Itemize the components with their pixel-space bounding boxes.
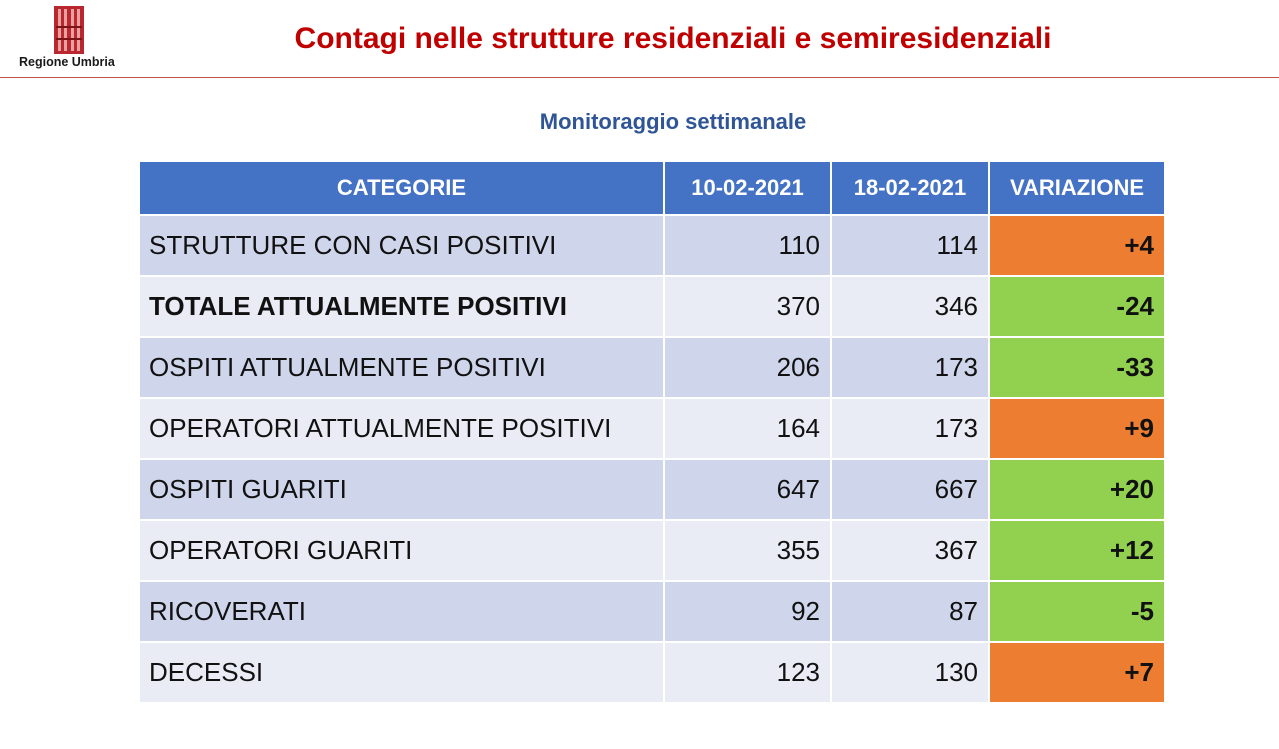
category-cell: DECESSI bbox=[138, 641, 665, 704]
regione-umbria-logo: Regione Umbria bbox=[14, 4, 130, 74]
value-date-2-cell: 173 bbox=[830, 336, 990, 399]
value-date-2-cell: 87 bbox=[830, 580, 990, 643]
table-row: OSPITI ATTUALMENTE POSITIVI 206 173 -33 bbox=[138, 336, 1166, 399]
value-date-1-cell: 123 bbox=[663, 641, 832, 704]
category-cell: OPERATORI GUARITI bbox=[138, 519, 665, 582]
variation-cell: +7 bbox=[988, 641, 1166, 704]
value-date-2-cell: 667 bbox=[830, 458, 990, 521]
variation-cell: +12 bbox=[988, 519, 1166, 582]
variation-cell: -33 bbox=[988, 336, 1166, 399]
value-date-2-cell: 130 bbox=[830, 641, 990, 704]
monitoring-table: CATEGORIE 10-02-2021 18-02-2021 VARIAZIO… bbox=[138, 160, 1166, 704]
category-cell: STRUTTURE CON CASI POSITIVI bbox=[138, 214, 665, 277]
table-row: OPERATORI GUARITI 355 367 +12 bbox=[138, 519, 1166, 582]
logo-text: Regione Umbria bbox=[19, 55, 115, 69]
value-date-1-cell: 164 bbox=[663, 397, 832, 460]
value-date-2-cell: 367 bbox=[830, 519, 990, 582]
value-date-1-cell: 206 bbox=[663, 336, 832, 399]
table-row: OPERATORI ATTUALMENTE POSITIVI 164 173 +9 bbox=[138, 397, 1166, 460]
value-date-1-cell: 647 bbox=[663, 458, 832, 521]
header-date-2: 18-02-2021 bbox=[830, 160, 990, 216]
header-divider bbox=[0, 77, 1279, 78]
category-cell: OSPITI GUARITI bbox=[138, 458, 665, 521]
header-date-1: 10-02-2021 bbox=[663, 160, 832, 216]
table-row: RICOVERATI 92 87 -5 bbox=[138, 580, 1166, 643]
subtitle: Monitoraggio settimanale bbox=[539, 109, 807, 134]
variation-cell: -24 bbox=[988, 275, 1166, 338]
table-row: OSPITI GUARITI 647 667 +20 bbox=[138, 458, 1166, 521]
value-date-2-cell: 346 bbox=[830, 275, 990, 338]
table-row: TOTALE ATTUALMENTE POSITIVI 370 346 -24 bbox=[138, 275, 1166, 338]
table-row: DECESSI 123 130 +7 bbox=[138, 641, 1166, 704]
category-cell: RICOVERATI bbox=[138, 580, 665, 643]
table-body: STRUTTURE CON CASI POSITIVI 110 114 +4 TOTAL… bbox=[138, 214, 1166, 704]
category-cell: OSPITI ATTUALMENTE POSITIVI bbox=[138, 336, 665, 399]
value-date-1-cell: 355 bbox=[663, 519, 832, 582]
header-variazione: VARIAZIONE bbox=[988, 160, 1166, 216]
header-categorie: CATEGORIE bbox=[138, 160, 665, 216]
variation-cell: +9 bbox=[988, 397, 1166, 460]
value-date-1-cell: 92 bbox=[663, 580, 832, 643]
value-date-1-cell: 110 bbox=[663, 214, 832, 277]
variation-cell: +4 bbox=[988, 214, 1166, 277]
category-cell: OPERATORI ATTUALMENTE POSITIVI bbox=[138, 397, 665, 460]
table-row: STRUTTURE CON CASI POSITIVI 110 114 +4 bbox=[138, 214, 1166, 277]
category-cell: TOTALE ATTUALMENTE POSITIVI bbox=[138, 275, 665, 338]
page-title: Contagi nelle strutture residenziali e s… bbox=[294, 22, 1052, 55]
table-header-row: CATEGORIE 10-02-2021 18-02-2021 VARIAZIO… bbox=[138, 160, 1166, 216]
variation-cell: +20 bbox=[988, 458, 1166, 521]
value-date-1-cell: 370 bbox=[663, 275, 832, 338]
umbria-emblem-icon bbox=[54, 6, 84, 54]
variation-cell: -5 bbox=[988, 580, 1166, 643]
value-date-2-cell: 173 bbox=[830, 397, 990, 460]
value-date-2-cell: 114 bbox=[830, 214, 990, 277]
